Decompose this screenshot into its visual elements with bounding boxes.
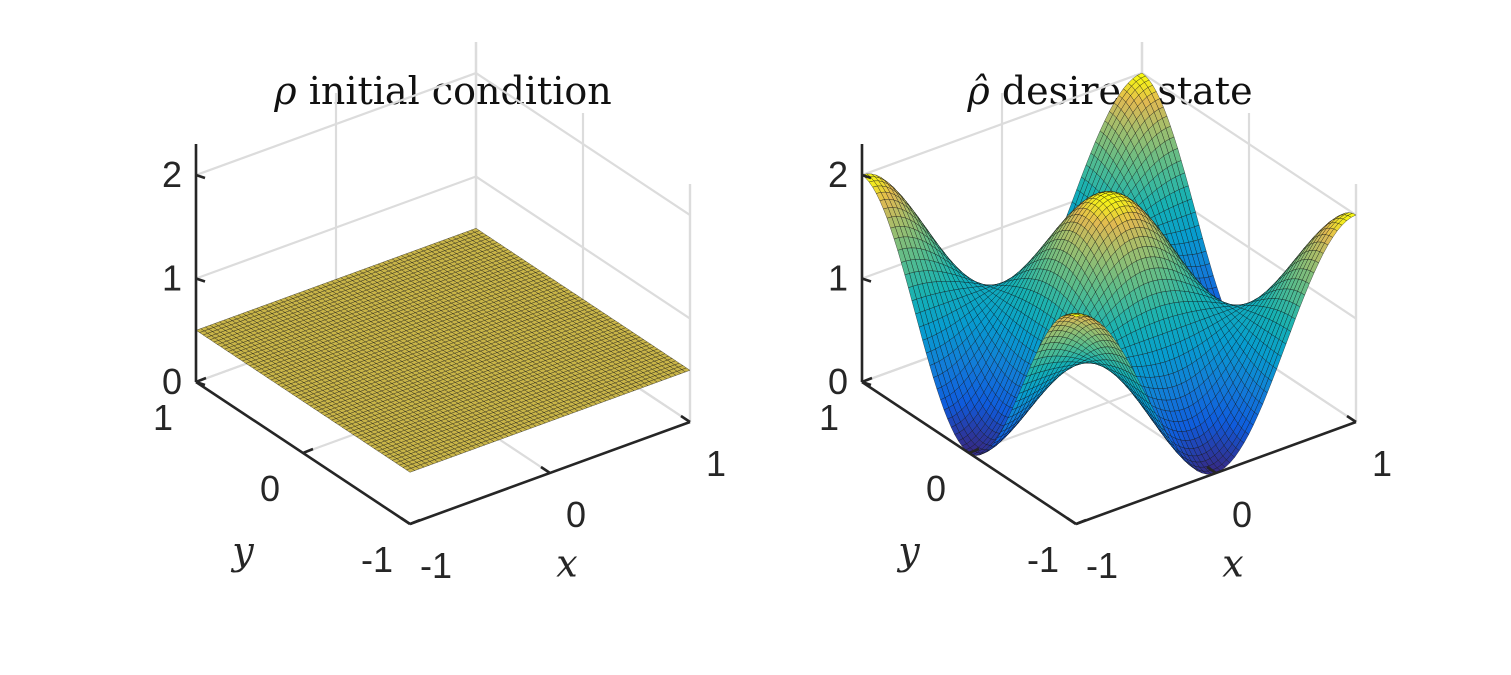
x-tick bbox=[540, 465, 551, 475]
y-tick-label: 1 bbox=[153, 397, 173, 438]
x-tick bbox=[400, 516, 411, 526]
y-tick bbox=[302, 447, 314, 455]
y-tick-label: 0 bbox=[260, 468, 280, 509]
subplot-title: ρ̂ desired state bbox=[966, 69, 1252, 113]
surface-plot bbox=[195, 228, 691, 473]
grid-line bbox=[195, 72, 477, 177]
subplot-title: ρ initial condition bbox=[273, 69, 611, 113]
x-tick bbox=[680, 414, 691, 424]
subplot-initial-condition: ρ initial condition 0 1 2 -1 0 1 -1 0 1 … bbox=[153, 42, 726, 586]
grid-line bbox=[195, 175, 477, 280]
z-tick-label: 2 bbox=[162, 154, 182, 195]
z-tick bbox=[195, 173, 206, 180]
y-tick-label: -1 bbox=[361, 539, 393, 580]
grid-line bbox=[475, 175, 691, 320]
x-tick-label: -1 bbox=[420, 545, 452, 586]
z-tick-label: 1 bbox=[162, 258, 182, 299]
x-axis-label: x bbox=[556, 541, 577, 585]
y-axis-label: y bbox=[230, 529, 254, 573]
surface-plot bbox=[861, 72, 1357, 475]
grid-line bbox=[475, 72, 691, 216]
z-tick bbox=[195, 277, 206, 283]
z-tick-label: 0 bbox=[162, 361, 182, 402]
z-tick bbox=[195, 380, 206, 387]
x-tick-label: 1 bbox=[706, 443, 726, 484]
x-tick-label: 0 bbox=[566, 494, 586, 535]
subplot-desired-state: ρ̂ desired state 0 1 2 -1 0 1 -1 0 1 x y bbox=[819, 42, 1392, 586]
y-tick bbox=[409, 518, 421, 526]
